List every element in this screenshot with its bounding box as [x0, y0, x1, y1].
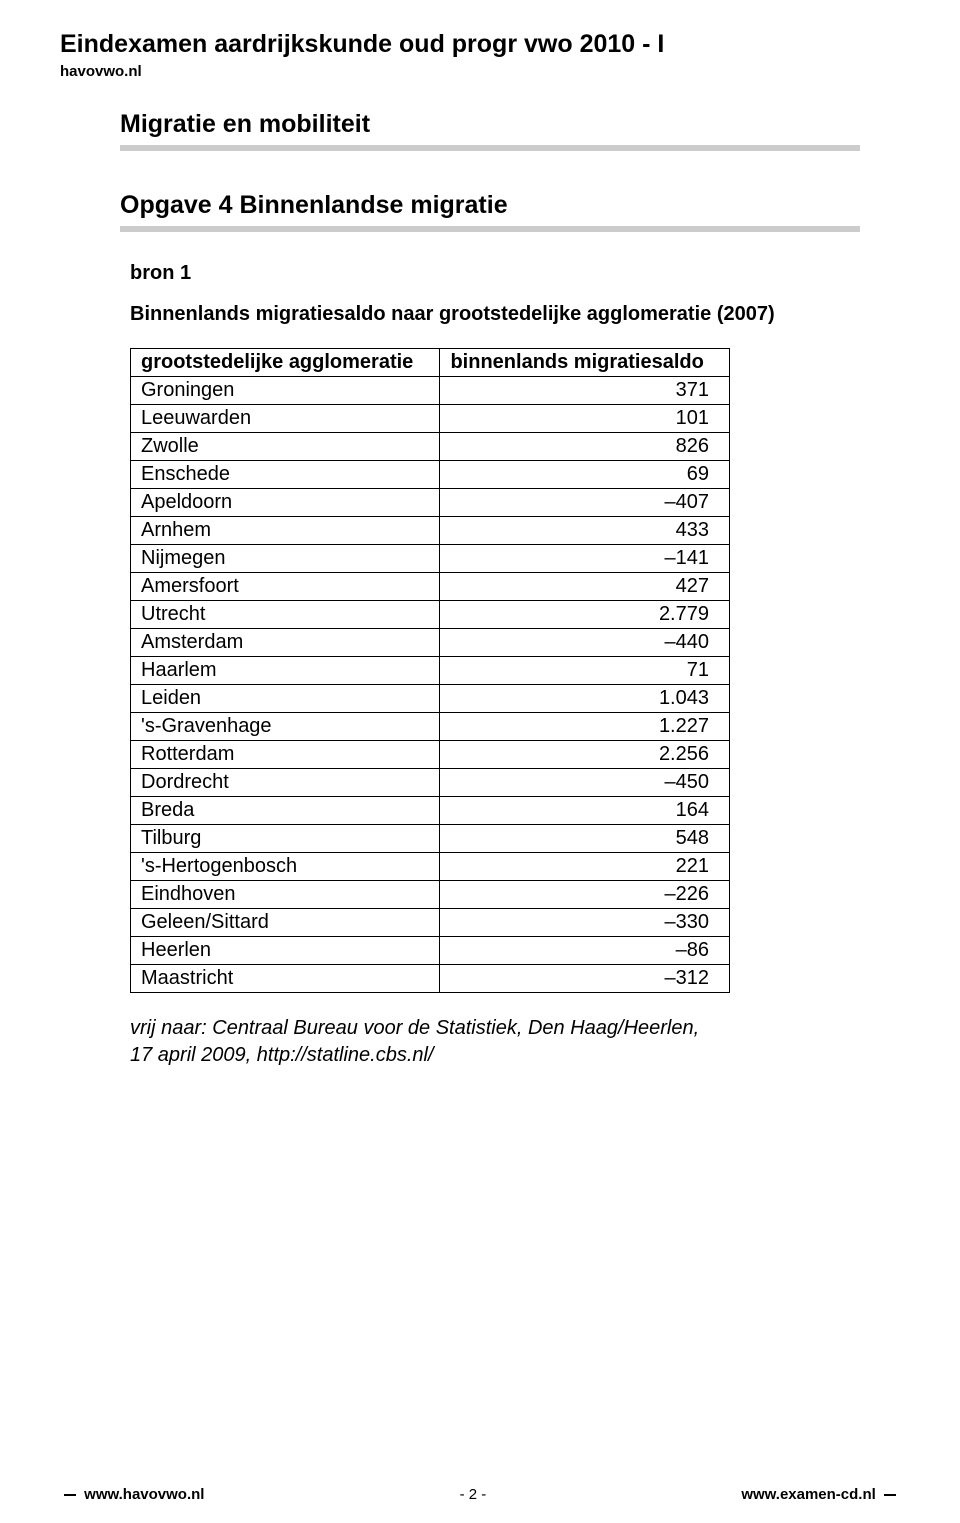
main-content: Migratie en mobiliteit Opgave 4 Binnenla… — [120, 110, 860, 1069]
city-cell: Dordrecht — [131, 769, 440, 797]
city-cell: 's-Gravenhage — [131, 713, 440, 741]
table-row: Utrecht2.779 — [131, 601, 730, 629]
value-cell: 2.779 — [440, 601, 730, 629]
city-cell: Tilburg — [131, 825, 440, 853]
city-cell: Breda — [131, 797, 440, 825]
value-cell: 433 — [440, 517, 730, 545]
table-row: 's-Gravenhage1.227 — [131, 713, 730, 741]
city-cell: Arnhem — [131, 517, 440, 545]
opgave-rule — [120, 226, 860, 232]
value-cell: 164 — [440, 797, 730, 825]
city-cell: Eindhoven — [131, 881, 440, 909]
city-cell: Enschede — [131, 461, 440, 489]
section-title: Migratie en mobiliteit — [120, 110, 860, 139]
value-cell: 427 — [440, 573, 730, 601]
table-row: 's-Hertogenbosch221 — [131, 853, 730, 881]
city-cell: Amersfoort — [131, 573, 440, 601]
value-cell: –141 — [440, 545, 730, 573]
value-cell: –226 — [440, 881, 730, 909]
exam-title: Eindexamen aardrijkskunde oud progr vwo … — [60, 30, 900, 59]
value-cell: –330 — [440, 909, 730, 937]
table-row: Tilburg548 — [131, 825, 730, 853]
city-cell: Groningen — [131, 377, 440, 405]
table-row: Rotterdam2.256 — [131, 741, 730, 769]
table-row: Amersfoort427 — [131, 573, 730, 601]
value-cell: 548 — [440, 825, 730, 853]
table-row: Groningen371 — [131, 377, 730, 405]
source-line-2: 17 april 2009, http://statline.cbs.nl/ — [130, 1044, 434, 1066]
footer-left: www.havovwo.nl — [60, 1486, 204, 1503]
table-row: Dordrecht–450 — [131, 769, 730, 797]
city-cell: Leiden — [131, 685, 440, 713]
value-cell: –450 — [440, 769, 730, 797]
col-header-value: binnenlands migratiesaldo — [440, 349, 730, 377]
opgave-title: Opgave 4 Binnenlandse migratie — [120, 191, 860, 220]
value-cell: 2.256 — [440, 741, 730, 769]
source-note: vrij naar: Centraal Bureau voor de Stati… — [130, 1015, 860, 1069]
city-cell: Maastricht — [131, 965, 440, 993]
footer-right: www.examen-cd.nl — [741, 1486, 900, 1503]
table-row: Nijmegen–141 — [131, 545, 730, 573]
city-cell: Geleen/Sittard — [131, 909, 440, 937]
city-cell: Rotterdam — [131, 741, 440, 769]
city-cell: Zwolle — [131, 433, 440, 461]
table-row: Arnhem433 — [131, 517, 730, 545]
value-cell: 1.227 — [440, 713, 730, 741]
bron-title: Binnenlands migratiesaldo naar grootsted… — [130, 303, 860, 326]
table-row: Haarlem71 — [131, 657, 730, 685]
table-row: Zwolle826 — [131, 433, 730, 461]
value-cell: 221 — [440, 853, 730, 881]
value-cell: 101 — [440, 405, 730, 433]
value-cell: 1.043 — [440, 685, 730, 713]
content-indent: bron 1 Binnenlands migratiesaldo naar gr… — [130, 262, 860, 1069]
table-row: Leiden1.043 — [131, 685, 730, 713]
section-rule — [120, 145, 860, 151]
value-cell: –440 — [440, 629, 730, 657]
table-row: Heerlen–86 — [131, 937, 730, 965]
table-row: Apeldoorn–407 — [131, 489, 730, 517]
city-cell: Nijmegen — [131, 545, 440, 573]
table-row: Maastricht–312 — [131, 965, 730, 993]
table-header-row: grootstedelijke agglomeratie binnenlands… — [131, 349, 730, 377]
source-line-1: vrij naar: Centraal Bureau voor de Stati… — [130, 1017, 699, 1039]
footer-page-number: - 2 - — [460, 1486, 487, 1503]
value-cell: –312 — [440, 965, 730, 993]
city-cell: Utrecht — [131, 601, 440, 629]
table-row: Breda164 — [131, 797, 730, 825]
table-row: Amsterdam–440 — [131, 629, 730, 657]
value-cell: 71 — [440, 657, 730, 685]
footer-bar-icon — [884, 1494, 896, 1496]
table-body: Groningen371Leeuwarden101Zwolle826Ensche… — [131, 377, 730, 993]
city-cell: Haarlem — [131, 657, 440, 685]
bron-label: bron 1 — [130, 262, 860, 285]
page-footer: www.havovwo.nl - 2 - www.examen-cd.nl — [60, 1486, 900, 1503]
migration-table: grootstedelijke agglomeratie binnenlands… — [130, 348, 730, 993]
page-container: Eindexamen aardrijkskunde oud progr vwo … — [0, 0, 960, 1523]
city-cell: Apeldoorn — [131, 489, 440, 517]
city-cell: Amsterdam — [131, 629, 440, 657]
footer-bar-icon — [64, 1494, 76, 1496]
value-cell: 826 — [440, 433, 730, 461]
site-label: havovwo.nl — [60, 63, 900, 80]
value-cell: 371 — [440, 377, 730, 405]
col-header-city: grootstedelijke agglomeratie — [131, 349, 440, 377]
footer-right-text: www.examen-cd.nl — [741, 1486, 875, 1503]
value-cell: 69 — [440, 461, 730, 489]
city-cell: Leeuwarden — [131, 405, 440, 433]
city-cell: 's-Hertogenbosch — [131, 853, 440, 881]
value-cell: –86 — [440, 937, 730, 965]
value-cell: –407 — [440, 489, 730, 517]
city-cell: Heerlen — [131, 937, 440, 965]
table-row: Leeuwarden101 — [131, 405, 730, 433]
footer-left-text: www.havovwo.nl — [84, 1486, 204, 1503]
table-row: Geleen/Sittard–330 — [131, 909, 730, 937]
table-row: Enschede69 — [131, 461, 730, 489]
table-row: Eindhoven–226 — [131, 881, 730, 909]
